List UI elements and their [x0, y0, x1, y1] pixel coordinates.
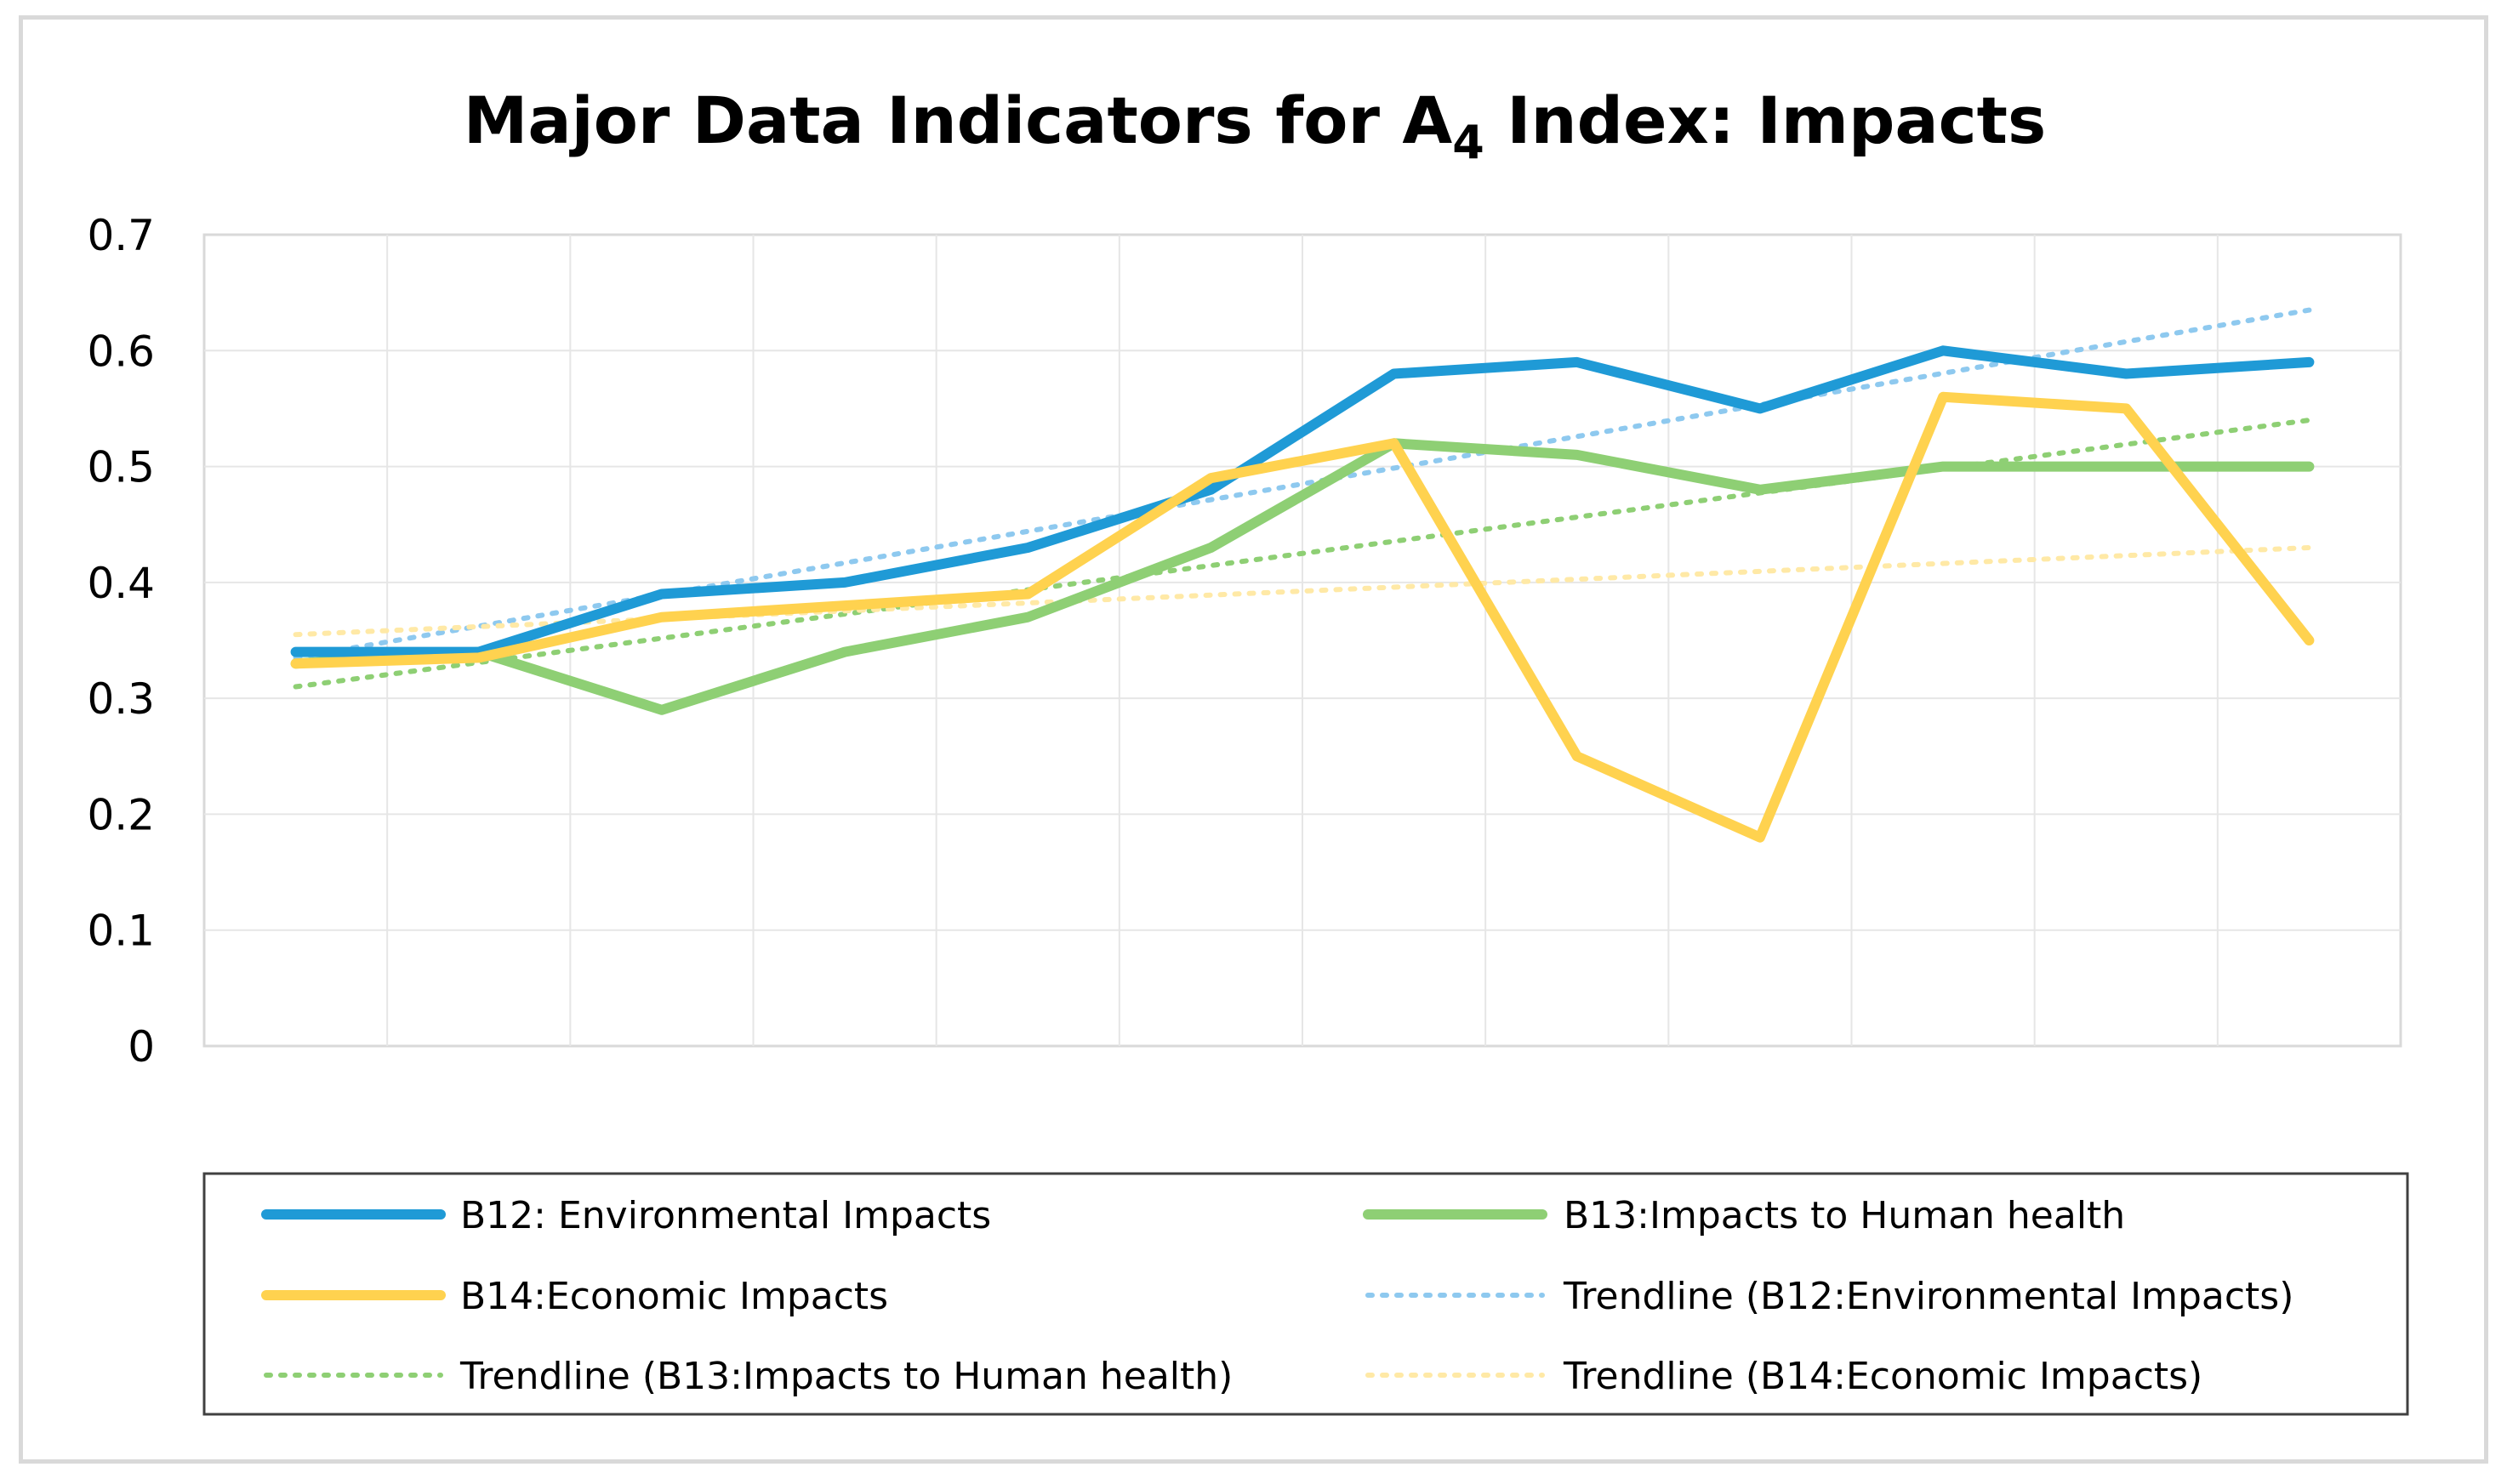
- y-tick-label: 0.7: [87, 211, 155, 260]
- legend-label-t13: Trendline (B13:Impacts to Human health): [459, 1355, 1233, 1398]
- plot-area: 0 0.1 0.2 0.3 0.4 0.5 0.6 0.7: [87, 211, 2402, 1072]
- legend-label-b14: B14:Economic Impacts: [460, 1275, 888, 1318]
- y-tick-label: 0.6: [87, 327, 155, 376]
- vertical-gridlines: [386, 235, 2219, 1046]
- y-tick-label: 0.4: [87, 559, 155, 608]
- legend-label-t12: Trendline (B12:Environmental Impacts): [1563, 1275, 2293, 1318]
- chart-title: Major Data Indicators for A4 Index: Impa…: [464, 82, 2047, 169]
- y-tick-label: 0.3: [87, 674, 155, 724]
- legend-label-b13: B13:Impacts to Human health: [1564, 1194, 2125, 1237]
- legend-box: [202, 1172, 2409, 1416]
- series-line-b12: [290, 345, 2315, 657]
- y-tick-label: 0: [128, 1022, 155, 1072]
- y-axis-ticks: 0 0.1 0.2 0.3 0.4 0.5 0.6 0.7: [87, 211, 155, 1072]
- y-tick-label: 0.2: [87, 790, 155, 839]
- legend-label-b12: B12: Environmental Impacts: [460, 1194, 991, 1237]
- series-lines: [290, 345, 2315, 843]
- series-line-b13: [290, 438, 2315, 715]
- legend: B12: Environmental Impacts B13:Impacts t…: [202, 1172, 2409, 1416]
- series-line-b14: [290, 391, 2315, 843]
- chart-title-subscript: 4: [1452, 116, 1484, 169]
- chart-title-main: Major Data Indicators for A: [464, 82, 1453, 158]
- legend-label-t14: Trendline (B14:Economic Impacts): [1563, 1355, 2202, 1398]
- chart-title-tail: Index: Impacts: [1484, 82, 2046, 158]
- y-tick-label: 0.1: [87, 907, 155, 956]
- y-tick-label: 0.5: [87, 443, 155, 492]
